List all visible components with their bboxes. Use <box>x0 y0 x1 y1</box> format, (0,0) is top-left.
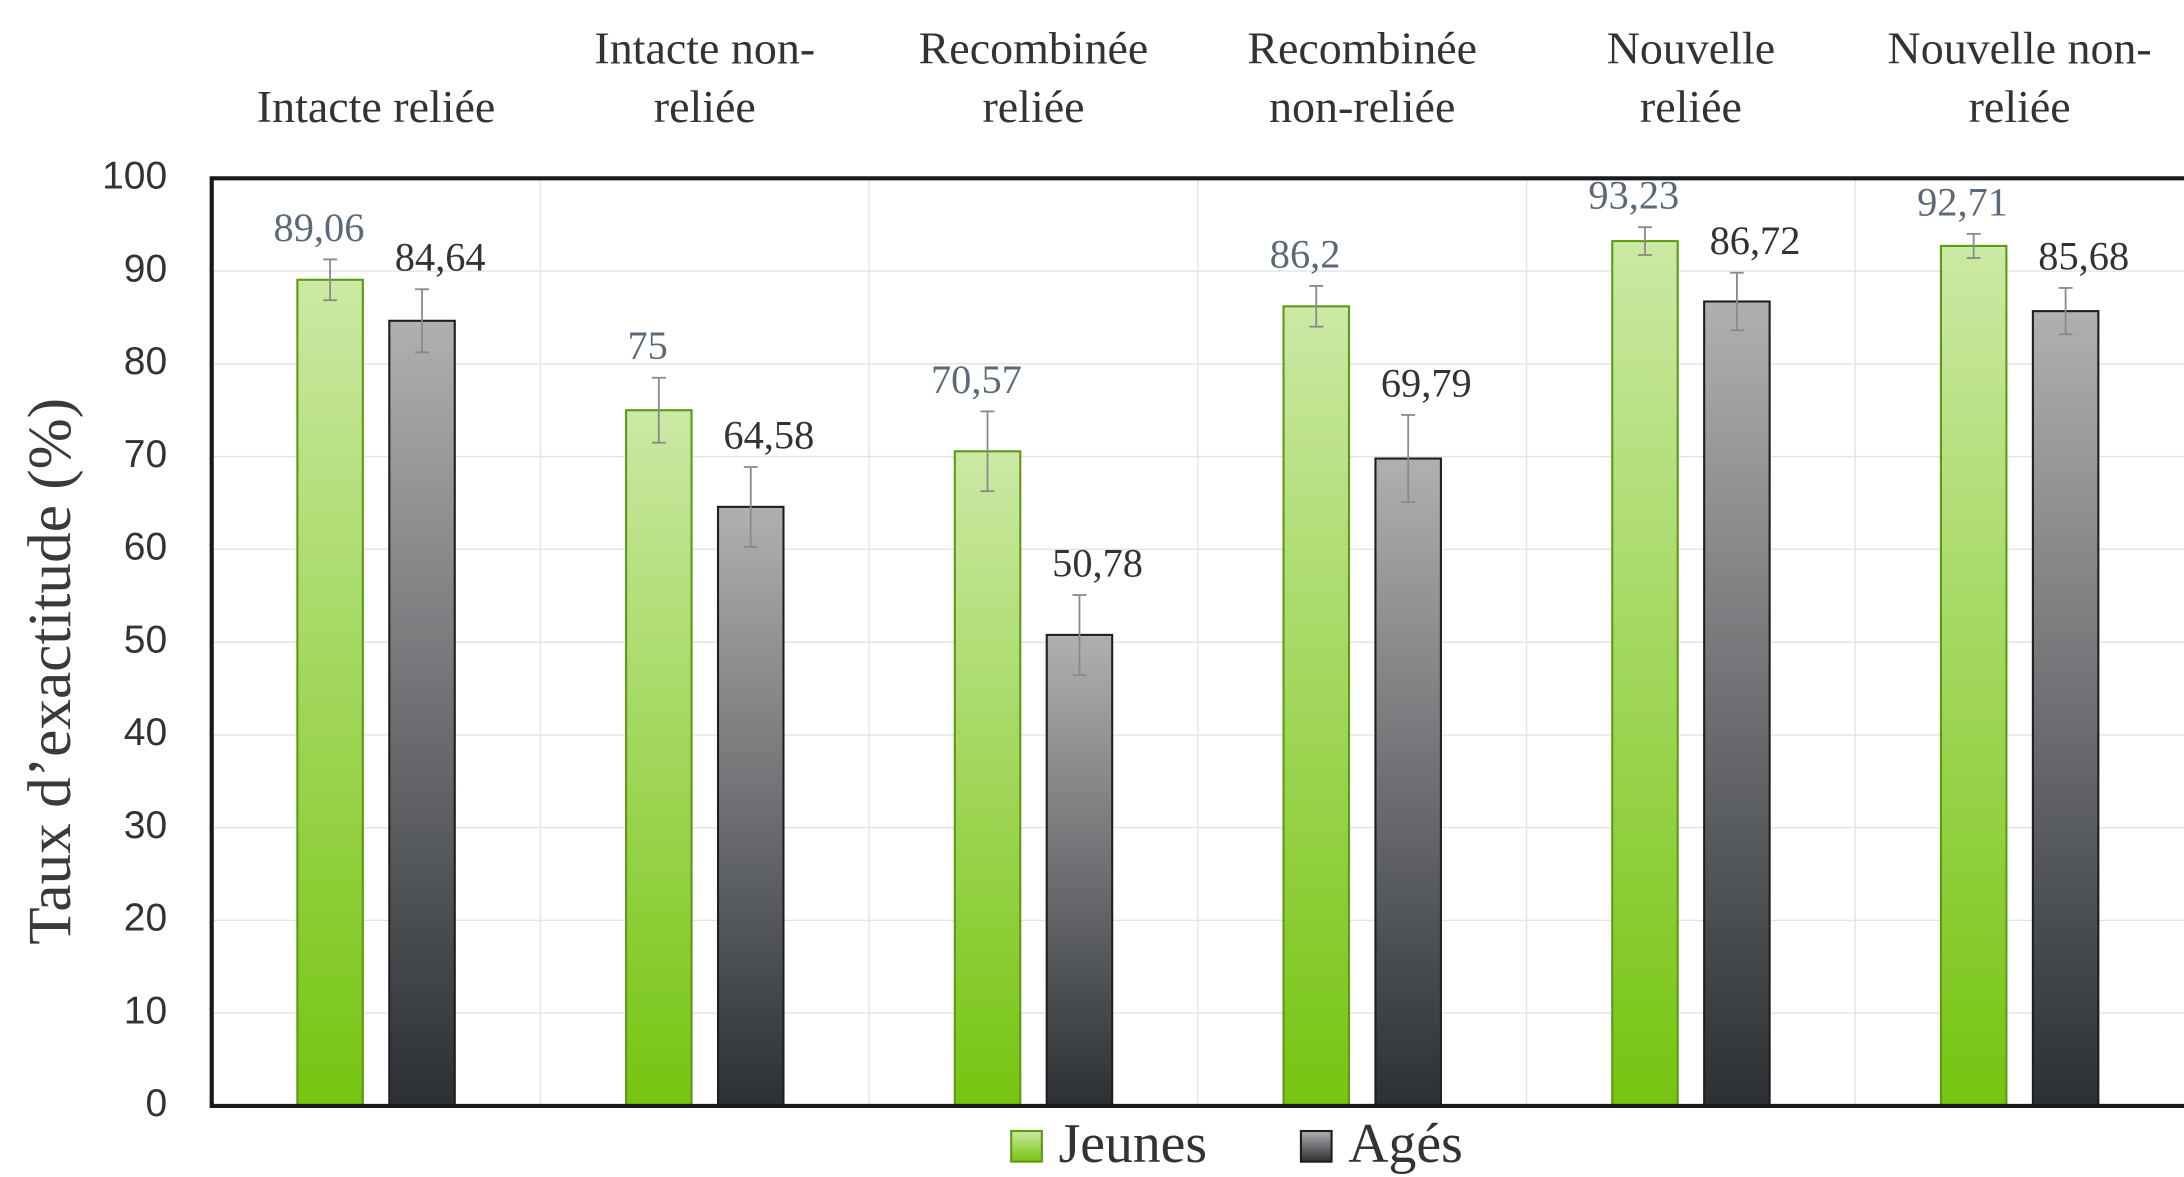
bar <box>2031 310 2100 1107</box>
data-label: 64,58 <box>723 412 814 457</box>
bar <box>625 409 693 1107</box>
category-label: reliée <box>1640 81 1742 132</box>
y-tick-label: 60 <box>124 526 167 569</box>
category-label: non-reliée <box>1269 81 1455 132</box>
category-label: Intacte reliée <box>257 81 496 132</box>
y-tick-label: 20 <box>124 897 167 940</box>
legend-label: Agés <box>1348 1113 1462 1175</box>
y-axis-title: Taux d’exactitude (%) <box>16 398 84 945</box>
category-label: reliée <box>654 81 756 132</box>
data-label: 86,72 <box>1710 218 1801 263</box>
legend-swatch <box>1010 1129 1043 1163</box>
category-label: Recombinée <box>1247 22 1477 73</box>
plot-frame <box>209 176 2184 1109</box>
category-label: reliée <box>982 81 1084 132</box>
y-tick-label: 10 <box>124 989 167 1032</box>
error-bar <box>743 466 758 548</box>
bar <box>1282 305 1351 1107</box>
y-tick-label: 90 <box>124 247 167 290</box>
category-label: Intacte non- <box>594 22 815 73</box>
data-label: 92,71 <box>1917 179 2008 224</box>
bar <box>1939 244 2008 1107</box>
error-bar <box>1638 226 1652 256</box>
error-bar <box>323 258 338 302</box>
data-label: 85,68 <box>2038 233 2129 278</box>
y-tick-label: 0 <box>145 1082 167 1125</box>
y-tick-label: 80 <box>124 340 167 383</box>
bar <box>1703 300 1771 1107</box>
data-label: 50,78 <box>1052 540 1143 585</box>
y-tick-label: 50 <box>124 618 167 661</box>
category-label: reliée <box>1969 81 2071 132</box>
error-bar <box>1729 271 1744 332</box>
data-label: 86,2 <box>1270 231 1341 276</box>
error-bar <box>980 410 995 493</box>
data-label: 69,79 <box>1381 360 1472 405</box>
error-bar <box>651 376 666 444</box>
data-label: 70,57 <box>931 357 1022 402</box>
error-bar <box>1072 594 1087 676</box>
legend-label: Jeunes <box>1059 1113 1208 1175</box>
bar <box>1374 457 1442 1107</box>
category-label: Nouvelle non- <box>1888 22 2152 73</box>
error-bar <box>415 288 429 354</box>
y-tick-label: 100 <box>102 155 167 198</box>
bar <box>388 319 456 1107</box>
bar <box>716 505 785 1107</box>
legend-swatch <box>1299 1129 1333 1163</box>
category-label: Recombinée <box>919 22 1149 73</box>
bar <box>1611 240 1679 1107</box>
error-bar <box>1966 232 1981 259</box>
error-bar <box>2058 287 2073 336</box>
bar <box>1045 633 1114 1107</box>
category-label: Nouvelle <box>1607 22 1775 73</box>
error-bar <box>1309 285 1324 328</box>
y-tick-label: 70 <box>124 433 167 476</box>
bar <box>296 278 364 1107</box>
bar <box>953 450 1022 1107</box>
y-tick-label: 30 <box>124 804 167 847</box>
data-label: 89,06 <box>274 205 365 250</box>
data-label: 84,64 <box>395 235 486 280</box>
error-bar <box>1401 414 1416 504</box>
y-tick-label: 40 <box>124 711 167 754</box>
data-label: 75 <box>627 323 667 368</box>
